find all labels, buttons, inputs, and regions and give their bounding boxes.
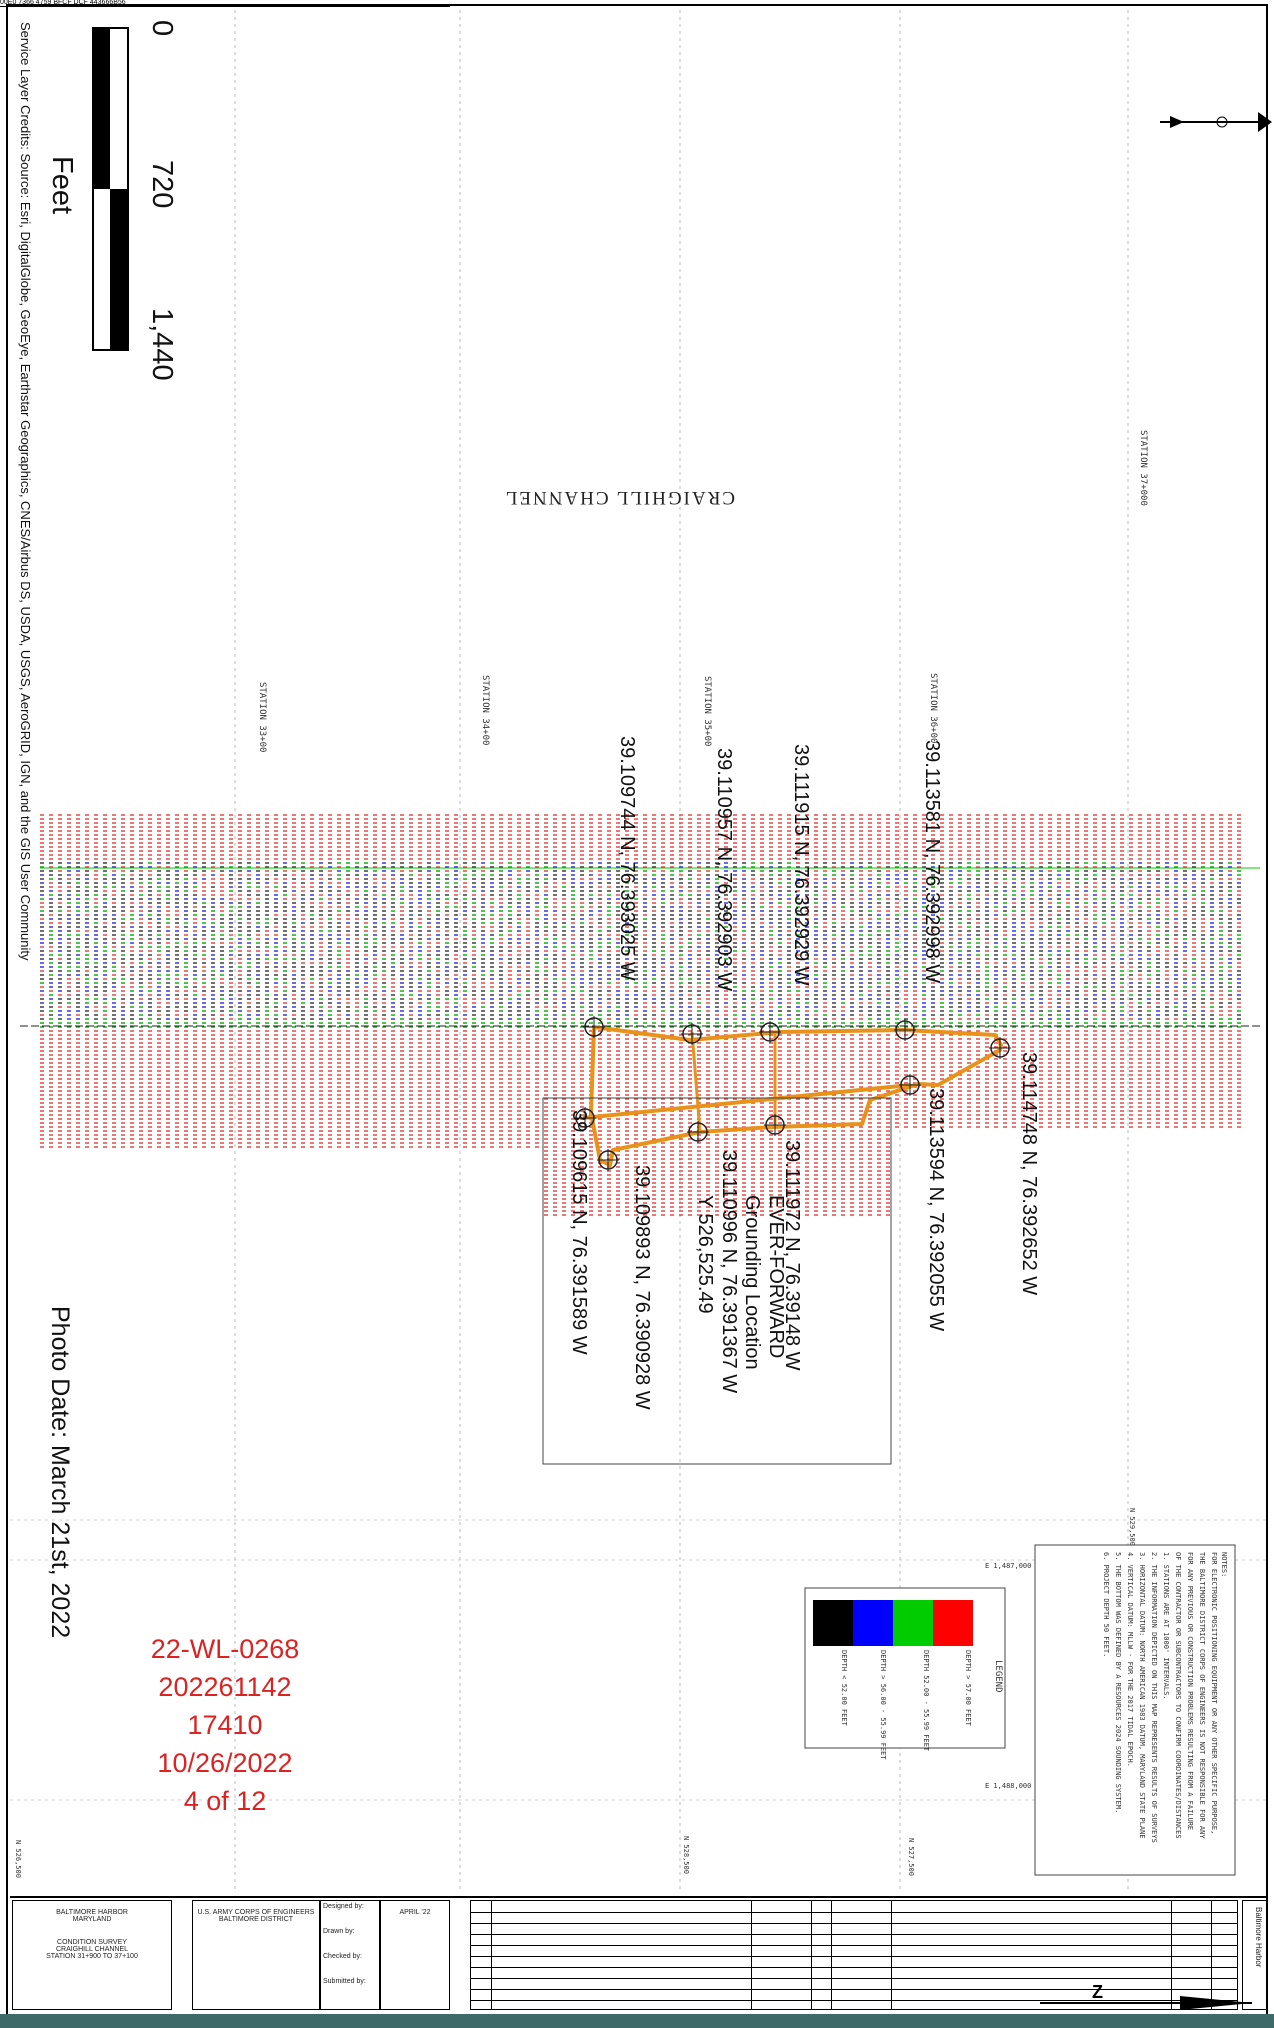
notes-line-5: 1. STATIONS ARE AT 1000' INTERVALS. bbox=[1162, 1552, 1170, 1700]
stamp-line-5: 4 of 12 bbox=[183, 1786, 267, 1816]
red-stamp: 22-WL-0268 202261142 17410 10/26/2022 4 … bbox=[120, 1630, 330, 1820]
legend-swatch-black bbox=[813, 1600, 853, 1646]
notes-line-7: 3. HORIZONTAL DATUM: NORTH AMERICAN 1983… bbox=[1138, 1552, 1146, 1839]
scale-bar-seg-2 bbox=[110, 189, 128, 350]
coord-label-3: 39.111915 N, 76.392929 W bbox=[790, 744, 812, 986]
photo-date: Photo Date: March 21st, 2022 bbox=[46, 1306, 74, 1639]
drawn-by: Drawn by: bbox=[323, 1928, 355, 1935]
callout-grounding: Grounding Location bbox=[741, 1195, 763, 1370]
notes-line-2: THE BALTIMORE DISTRICT CORPS OF ENGINEER… bbox=[1198, 1552, 1206, 1839]
project-line-2: MARYLAND bbox=[72, 1916, 112, 1923]
bottom-arrow-icon bbox=[1040, 1996, 1252, 2010]
project-cell: BALTIMORE HARBOR MARYLAND CONDITION SURV… bbox=[12, 1900, 172, 2010]
station-37: STATION 37+000 bbox=[1138, 430, 1148, 506]
coord-label-4: 39.113581 N, 76.392998 W bbox=[921, 740, 943, 984]
notes-title: NOTES: bbox=[1220, 1552, 1228, 1578]
grid-e-1488000: E 1,488,000 bbox=[985, 1782, 1032, 1790]
scale-bar bbox=[92, 27, 129, 351]
agency-line-2: BALTIMORE DISTRICT bbox=[218, 1916, 294, 1923]
scale-tick-1440: 1,440 bbox=[146, 308, 178, 381]
bottom-strip bbox=[0, 2014, 1274, 2028]
position-markers bbox=[574, 1016, 1011, 1171]
notes-line-9: 5. THE BOTTOM WAS DEFINED BY A RESOURCES… bbox=[1114, 1552, 1122, 1814]
station-33: STATION 33+00 bbox=[257, 682, 267, 753]
checked-by: Checked by: bbox=[323, 1953, 362, 1960]
legend-row-2: DEPTH 52.00 - 55.99 FEET bbox=[922, 1650, 930, 1752]
scale-tick-720: 720 bbox=[146, 160, 178, 209]
notes-line-8: 4. VERTICAL DATUM: MLLW - FOR THE 2017 T… bbox=[1126, 1552, 1134, 1767]
stamp-line-2: 202261142 bbox=[158, 1672, 292, 1702]
notes-line-3: FOR ANY PREVIOUS OR CONSTRUCTION PROBLEM… bbox=[1186, 1552, 1194, 1831]
grid-lines bbox=[10, 10, 1268, 1890]
callout-vessel: EVER-FORWARD bbox=[765, 1195, 787, 1359]
project-line-3: CONDITION SURVEY bbox=[57, 1939, 127, 1946]
title-block: BALTIMORE HARBOR MARYLAND CONDITION SURV… bbox=[10, 1896, 1268, 2016]
notes-box bbox=[1034, 1544, 1236, 1876]
stamp-line-4: 10/26/2022 bbox=[157, 1748, 293, 1778]
station-36: STATION 36+00 bbox=[928, 673, 938, 744]
north-arrow-icon bbox=[1160, 112, 1272, 132]
service-credits: Service Layer Credits: Source: Esri, Dig… bbox=[18, 22, 33, 961]
date-cell: APRIL '22 bbox=[380, 1900, 450, 2010]
scale-tick-0: 0 bbox=[146, 20, 178, 37]
legend-row-1: DEPTH > 57.00 FEET bbox=[964, 1650, 972, 1726]
notes-line-10: 6. PROJECT DEPTH 50 FEET. bbox=[1102, 1552, 1110, 1658]
stamp-line-3: 17410 bbox=[187, 1710, 263, 1740]
grid-n-529500: N 529,500 bbox=[1128, 1508, 1136, 1546]
coord-label-9: 39.109893 N, 76.390928 W bbox=[631, 1165, 653, 1410]
signature-cell: Designed by: Drawn by: Checked by: Submi… bbox=[320, 1900, 380, 2010]
designed-by: Designed by: bbox=[323, 1903, 364, 1910]
scale-unit: Feet bbox=[46, 156, 78, 215]
legend-swatch-red bbox=[933, 1600, 973, 1646]
project-line-4: CRAIGHILL CHANNEL bbox=[55, 1946, 129, 1953]
project-line-5: STATION 31+900 TO 37+100 bbox=[46, 1953, 138, 1960]
revision-table bbox=[470, 1900, 1238, 2010]
grid-n-526500: N 526,500 bbox=[14, 1840, 22, 1878]
notes-line-1: FOR ELECTRONIC POSITIONING EQUIPMENT OR … bbox=[1210, 1552, 1218, 1835]
stamp-line-1: 22-WL-0268 bbox=[150, 1634, 300, 1664]
callout-northing: Y 526,525.49 bbox=[694, 1195, 716, 1314]
legend-swatches bbox=[813, 1600, 973, 1646]
callout-box bbox=[542, 1097, 892, 1465]
sheet-id-cell: Baltimore Harbor bbox=[1242, 1900, 1268, 2010]
footer-letter-z: Z bbox=[1092, 1982, 1103, 2002]
channel-name: CRAIGHILL CHANNEL bbox=[503, 487, 735, 508]
legend-swatch-green bbox=[893, 1600, 933, 1646]
agency-line-1: U.S. ARMY CORPS OF ENGINEERS bbox=[197, 1909, 315, 1916]
sheet-id: Baltimore Harbor bbox=[1254, 1907, 1263, 1968]
coord-label-6: 39.113594 N, 76.392055 W bbox=[925, 1088, 947, 1332]
coord-label-2: 39.110957 N, 76.392903 W bbox=[713, 748, 735, 992]
grounding-path-cross bbox=[582, 1083, 911, 1120]
notes-line-6: 2. THE INFORMATION DEPICTED ON THIS MAP … bbox=[1150, 1552, 1158, 1843]
agency-cell: U.S. ARMY CORPS OF ENGINEERS BALTIMORE D… bbox=[192, 1900, 320, 2010]
station-34: STATION 34+00 bbox=[480, 675, 490, 746]
legend-row-3: DEPTH > 56.00 - 55.99 FEET bbox=[879, 1650, 887, 1760]
legend-row-4: DEPTH < 52.00 FEET bbox=[840, 1650, 848, 1726]
legend-title: LEGEND bbox=[993, 1660, 1003, 1693]
grounding-path-link-2 bbox=[690, 1031, 702, 1133]
scale-bar-seg-1 bbox=[93, 28, 110, 189]
grid-n-527500: N 527,500 bbox=[907, 1838, 915, 1876]
coord-label-5: 39.114748 N, 76.392652 W bbox=[1018, 1052, 1040, 1296]
legend-swatch-blue bbox=[853, 1600, 893, 1646]
coord-label-1: 39.109744 N, 76.393025 W bbox=[616, 736, 638, 981]
soundings-field bbox=[20, 814, 1260, 1216]
submitted-by: Submitted by: bbox=[323, 1978, 366, 1985]
project-line-1: BALTIMORE HARBOR bbox=[56, 1909, 128, 1916]
station-35: STATION 35+00 bbox=[702, 676, 712, 747]
grid-n-528500: N 528,500 bbox=[682, 1836, 690, 1874]
notes-line-4: OF THE CONTRACTOR OR SUBCONTRACTORS TO C… bbox=[1174, 1552, 1182, 1839]
top-header: 00E0 7366 4759 BFCF DCF 443666B56 bbox=[0, 0, 450, 7]
coord-label-10: 39.109615 N, 76.391589 W bbox=[568, 1110, 590, 1355]
title-date: APRIL '22 bbox=[399, 1909, 431, 1916]
grid-e-1487000: E 1,487,000 bbox=[985, 1562, 1032, 1570]
coord-label-8: 39.110996 N, 76.391367 W bbox=[718, 1150, 740, 1394]
